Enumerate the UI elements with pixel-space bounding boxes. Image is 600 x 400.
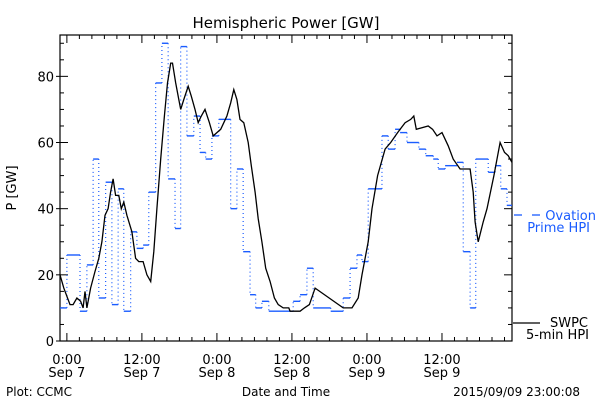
footer-plot-credit: Plot: CCMC: [6, 385, 72, 399]
plot-series: [59, 42, 513, 312]
x-tick-label-time: 0:00: [352, 353, 381, 368]
swpc-line: [59, 62, 513, 312]
legend-ovation-label-1: Ovation: [545, 209, 596, 224]
y-tick-label: 0: [46, 335, 54, 350]
plot-frame: [59, 34, 513, 342]
x-tick-label-date: Sep 9: [349, 366, 386, 381]
x-tick-label-time: 12:00: [273, 353, 310, 368]
legend-swpc-label-2: 5-min HPI: [526, 328, 589, 343]
y-tick-label: 40: [37, 203, 54, 218]
x-tick-label-time: 12:00: [423, 353, 460, 368]
x-tick-label-date: Sep 8: [273, 366, 310, 381]
y-tick-label: 80: [37, 70, 54, 85]
x-tick-label-time: 12:00: [123, 353, 160, 368]
x-tick-label-time: 0:00: [52, 353, 81, 368]
y-tick-label: 20: [37, 269, 54, 284]
x-axis-label: Date and Time: [242, 385, 330, 399]
x-tick-label-date: Sep 7: [48, 366, 85, 381]
footer-timestamp: 2015/09/09 23:00:08: [453, 385, 580, 399]
legend-swpc-label-1: SWPC: [550, 316, 588, 331]
legend: Ovation Prime HPI SWPC 5-min HPI: [513, 209, 596, 343]
y-tick-label: 60: [37, 137, 54, 152]
chart-title: Hemispheric Power [GW]: [193, 14, 380, 32]
y-axis-label: P [GW]: [5, 165, 20, 210]
x-tick-label-date: Sep 7: [123, 366, 160, 381]
x-tick-label-date: Sep 9: [424, 366, 461, 381]
x-tick-label-date: Sep 8: [198, 366, 235, 381]
legend-ovation-label-2: Prime HPI: [527, 221, 590, 236]
x-tick-label-time: 0:00: [202, 353, 231, 368]
